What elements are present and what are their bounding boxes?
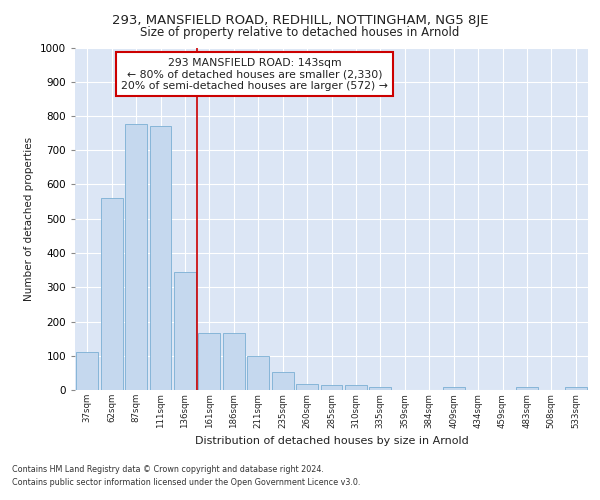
Text: Contains HM Land Registry data © Crown copyright and database right 2024.: Contains HM Land Registry data © Crown c…	[12, 466, 324, 474]
Y-axis label: Number of detached properties: Number of detached properties	[24, 136, 34, 301]
Bar	[223, 334, 245, 390]
Bar	[174, 272, 196, 390]
Bar	[345, 385, 367, 390]
Bar	[76, 352, 98, 390]
Bar	[125, 124, 147, 390]
Bar	[296, 384, 318, 390]
Bar	[149, 126, 172, 390]
Bar	[565, 388, 587, 390]
Text: Contains public sector information licensed under the Open Government Licence v3: Contains public sector information licen…	[12, 478, 361, 487]
Bar	[516, 388, 538, 390]
Bar	[443, 388, 464, 390]
Bar	[272, 372, 293, 390]
Text: 293 MANSFIELD ROAD: 143sqm
← 80% of detached houses are smaller (2,330)
20% of s: 293 MANSFIELD ROAD: 143sqm ← 80% of deta…	[121, 58, 388, 91]
Text: 293, MANSFIELD ROAD, REDHILL, NOTTINGHAM, NG5 8JE: 293, MANSFIELD ROAD, REDHILL, NOTTINGHAM…	[112, 14, 488, 27]
Text: Size of property relative to detached houses in Arnold: Size of property relative to detached ho…	[140, 26, 460, 39]
Bar	[370, 386, 391, 390]
Bar	[247, 356, 269, 390]
Bar	[101, 198, 122, 390]
Bar	[199, 334, 220, 390]
X-axis label: Distribution of detached houses by size in Arnold: Distribution of detached houses by size …	[194, 436, 469, 446]
Bar	[320, 385, 343, 390]
